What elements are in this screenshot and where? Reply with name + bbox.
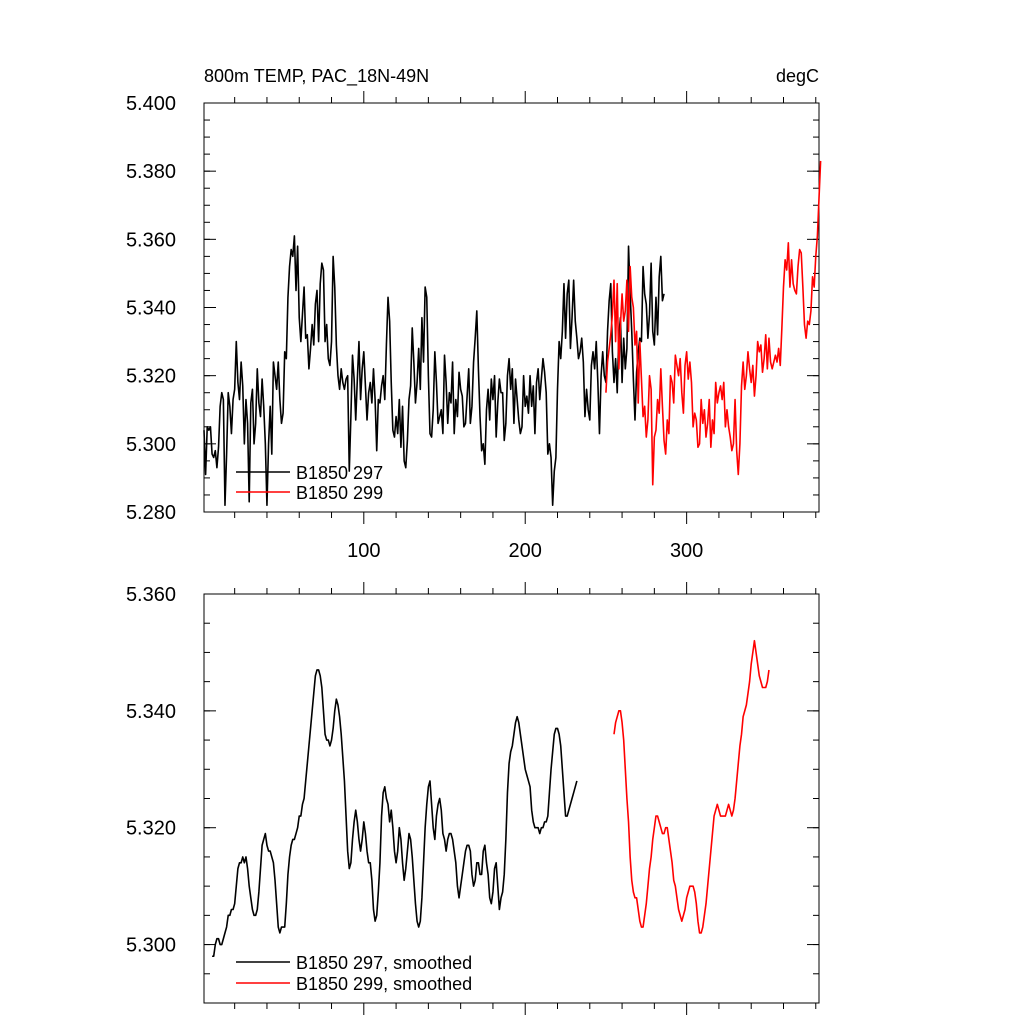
top-panel: 800m TEMP, PAC_18N-49N degC 5.2805.3005.… — [126, 66, 822, 562]
top-xtick-label: 300 — [670, 540, 703, 562]
bottom-ytick-label: 5.320 — [126, 818, 176, 840]
top-xtick-label: 200 — [509, 540, 542, 562]
bottom-ytick-label: 5.300 — [126, 935, 176, 957]
top-ytick-label: 5.380 — [126, 161, 176, 183]
top-panel-title-left: 800m TEMP, PAC_18N-49N — [204, 66, 429, 87]
top-ytick-label: 5.400 — [126, 93, 176, 115]
top-ytick-label: 5.300 — [126, 434, 176, 456]
legend-label-b1850-297-smoothed: B1850 297, smoothed — [296, 953, 472, 973]
top-panel-ticks: 5.280 5.300 5.320 5.340 5.360 5.380 5.400 100 20… — [126, 91, 819, 562]
top-panel-title-right: degC — [776, 66, 819, 86]
bottom-ytick-label: 5.340 — [126, 701, 176, 723]
top-series-line-b1850-299 — [605, 160, 822, 486]
bottom-series-line-b1850-297-smoothed — [212, 669, 578, 958]
bottom-panel-frame — [203, 593, 820, 1004]
legend-label-b1850-299: B1850 299 — [296, 483, 383, 503]
legend-label-b1850-299-smoothed: B1850 299, smoothed — [296, 974, 472, 994]
top-ytick-label: 5.360 — [126, 229, 176, 251]
bottom-ytick-label: 5.360 — [126, 584, 176, 606]
bottom-panel: 5.300 5.320 5.340 5.360 B1850 297, smoothed… — [126, 582, 820, 1015]
top-ytick-label: 5.340 — [126, 298, 176, 320]
bottom-panel-ticks: 5.300 5.320 5.340 5.360 — [126, 582, 819, 1015]
top-panel-lines — [203, 160, 822, 506]
top-ytick-label: 5.320 — [126, 366, 176, 388]
legend-label-b1850-297: B1850 297 — [296, 463, 383, 483]
top-xtick-label: 100 — [347, 540, 380, 562]
top-ytick-label: 5.280 — [126, 502, 176, 524]
top-series-line-b1850-297 — [203, 235, 665, 506]
top-panel-legend: B1850 297 B1850 299 — [236, 463, 383, 503]
bottom-panel-legend: B1850 297, smoothed B1850 299, smoothed — [236, 953, 472, 994]
bottom-panel-lines — [212, 639, 770, 958]
bottom-series-line-b1850-299-smoothed — [613, 639, 770, 934]
top-panel-frame — [203, 102, 820, 513]
